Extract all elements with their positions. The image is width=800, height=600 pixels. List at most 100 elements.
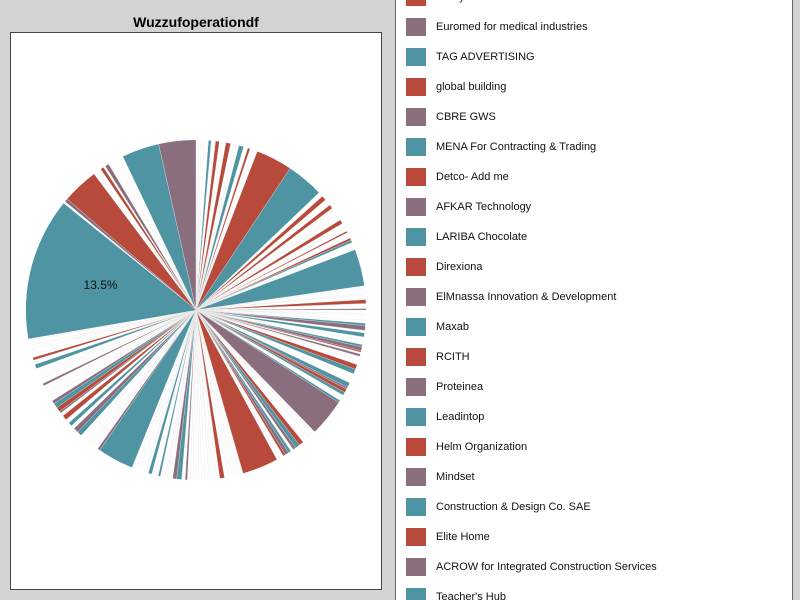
legend-label: Teacher's Hub <box>436 591 506 600</box>
legend-item: Detco- Add me <box>406 167 509 187</box>
legend-label: Euromed for medical industries <box>436 21 588 33</box>
slice-separator <box>52 309 197 401</box>
pie-chart: 13.5% <box>26 139 367 481</box>
slice-separator <box>49 309 197 396</box>
slice-separator <box>195 148 251 311</box>
slice-separator <box>195 309 212 480</box>
plot-area: 13.5% <box>10 32 382 590</box>
pie-slice <box>89 310 196 444</box>
slice-separator <box>195 309 289 453</box>
slice-separator <box>47 309 197 393</box>
pie-slice <box>67 173 197 310</box>
legend-label: Mindset <box>436 471 475 483</box>
legend-label: Detco- Add me <box>436 171 509 183</box>
legend-label: Proteinea <box>436 381 484 393</box>
pie-slice <box>81 310 196 438</box>
pie-slice <box>196 310 350 388</box>
slice-separator <box>195 216 339 311</box>
slice-separator <box>195 235 350 311</box>
slice-separator <box>195 230 347 311</box>
slice-separator <box>157 309 197 476</box>
pie-slice <box>196 310 314 435</box>
slice-separator <box>195 309 233 477</box>
legend-swatch <box>406 108 426 126</box>
slice-separator <box>195 309 359 361</box>
slice-separator <box>166 309 197 478</box>
slice-separator <box>67 198 197 311</box>
pie-slice <box>196 310 343 401</box>
legend-item: Maxab <box>406 317 469 337</box>
slice-separator <box>195 213 337 311</box>
slice-separator <box>62 309 197 416</box>
slice-separator <box>195 201 327 311</box>
slice-separator <box>195 199 326 311</box>
slice-separator <box>30 309 197 351</box>
slice-separator <box>195 309 296 448</box>
slice-separator <box>39 309 197 376</box>
slice-separator <box>195 309 363 345</box>
pie-slice <box>196 151 291 310</box>
slice-separator <box>195 309 292 452</box>
legend-label: AFKAR Technology <box>436 201 532 213</box>
pie-slice <box>63 201 196 310</box>
chart-title: Wuzzufoperationdf <box>133 14 259 30</box>
slice-separator <box>43 309 197 386</box>
slice-separator <box>45 309 197 389</box>
slice-separator <box>195 145 240 311</box>
slice-separator <box>148 309 197 474</box>
slice-separator <box>195 309 304 443</box>
slice-separator <box>108 164 197 311</box>
slice-separator <box>195 285 365 311</box>
slice-separator <box>195 309 300 446</box>
slice-separator <box>195 239 352 311</box>
pie-slice <box>196 310 289 455</box>
slice-separator <box>195 309 339 403</box>
legend-swatch <box>406 498 426 516</box>
slice-separator <box>195 309 364 338</box>
slice-separator <box>195 309 240 475</box>
legend-swatch <box>406 528 426 546</box>
slice-separator <box>195 309 244 474</box>
slice-separator <box>187 309 197 480</box>
legend-swatch <box>406 0 426 6</box>
slice-separator <box>36 309 197 369</box>
slice-separator <box>176 309 197 479</box>
slice-separator <box>195 309 221 479</box>
slice-separator <box>53 309 197 404</box>
pie-slice <box>105 164 196 310</box>
slice-separator <box>195 309 315 432</box>
slice-separator <box>100 169 197 311</box>
pie-slice <box>60 310 196 416</box>
legend-swatch <box>406 318 426 336</box>
slice-separator <box>195 309 284 457</box>
slice-separator <box>195 309 280 459</box>
legend-label: TAG ADVERTISING <box>436 51 535 63</box>
legend-swatch <box>406 288 426 306</box>
slice-separator <box>29 309 197 346</box>
slice-separator <box>195 144 237 311</box>
pie-slice <box>93 310 196 447</box>
slice-separator <box>94 309 197 447</box>
slice-separator <box>195 249 356 311</box>
slice-separator <box>195 219 341 311</box>
legend-swatch <box>406 258 426 276</box>
slice-separator <box>30 309 197 348</box>
legend-item: LARIBA Chocolate <box>406 227 527 247</box>
slice-separator <box>195 299 366 311</box>
slice-separator <box>195 141 216 311</box>
legend-label: MENA For Contracting & Trading <box>436 141 597 153</box>
pie-slice <box>196 310 339 432</box>
slice-separator <box>195 309 343 398</box>
slice-separator <box>99 309 197 451</box>
slice-separator <box>195 309 360 357</box>
pie-slice <box>196 227 347 310</box>
legend-item: ElMnassa Innovation & Development <box>406 287 616 307</box>
slice-separator <box>195 309 310 437</box>
slice-separator <box>195 309 341 401</box>
legend-item: TAG ADVERTISING <box>406 47 535 67</box>
slice-separator <box>135 309 197 469</box>
slice-separator <box>91 309 197 445</box>
slice-separator <box>97 309 197 449</box>
pie-slice <box>45 310 197 393</box>
pie-slice <box>196 217 341 310</box>
